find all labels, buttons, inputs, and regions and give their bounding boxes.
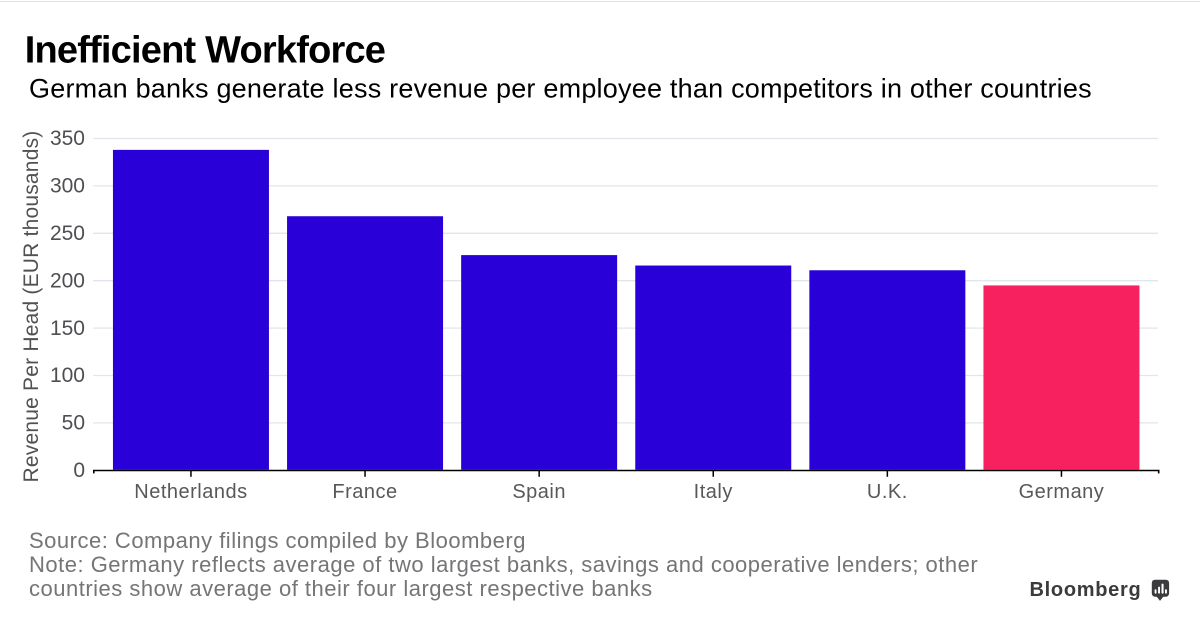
y-tick-label-150: 150 <box>50 317 85 340</box>
bloomberg-terminal-icon <box>1151 579 1170 601</box>
x-cat-label-uk: U.K. <box>867 481 908 503</box>
x-cat-label-netherlands: Netherlands <box>134 481 247 503</box>
bar-netherlands <box>112 149 269 470</box>
bar-uk <box>809 270 966 470</box>
bar-italy <box>635 265 792 470</box>
chart-title: Inefficient Workforce <box>25 30 385 72</box>
y-tick-label-100: 100 <box>50 364 85 387</box>
y-tick-label-300: 300 <box>50 175 85 198</box>
x-cat-label-germany: Germany <box>1019 481 1105 503</box>
chart-subtitle: German banks generate less revenue per e… <box>29 74 1092 104</box>
note-line-2: countries show average of their four lar… <box>29 576 653 601</box>
y-axis-title: Revenue Per Head (EUR thousands) <box>20 131 43 483</box>
plot-area: 0 50 100 150 200 250 300 350 Netherlands France Sp… <box>50 127 1160 503</box>
y-tick-label-0: 0 <box>73 459 85 482</box>
y-tick-label-250: 250 <box>50 222 85 245</box>
bar-spain <box>461 255 618 470</box>
bar-germany <box>983 285 1140 470</box>
x-cat-label-spain: Spain <box>512 481 566 503</box>
x-cat-label-italy: Italy <box>694 481 733 503</box>
bar-france <box>287 216 444 470</box>
y-tick-label-50: 50 <box>62 412 85 435</box>
note-line-1: Note: Germany reflects average of two la… <box>29 552 978 577</box>
x-cat-label-france: France <box>332 481 397 503</box>
bloomberg-wordmark: Bloomberg <box>1030 579 1142 601</box>
bloomberg-logo: Bloomberg <box>1030 579 1170 601</box>
y-tick-label-350: 350 <box>50 127 85 150</box>
source-line: Source: Company filings compiled by Bloo… <box>29 528 526 553</box>
y-tick-label-200: 200 <box>50 269 85 292</box>
